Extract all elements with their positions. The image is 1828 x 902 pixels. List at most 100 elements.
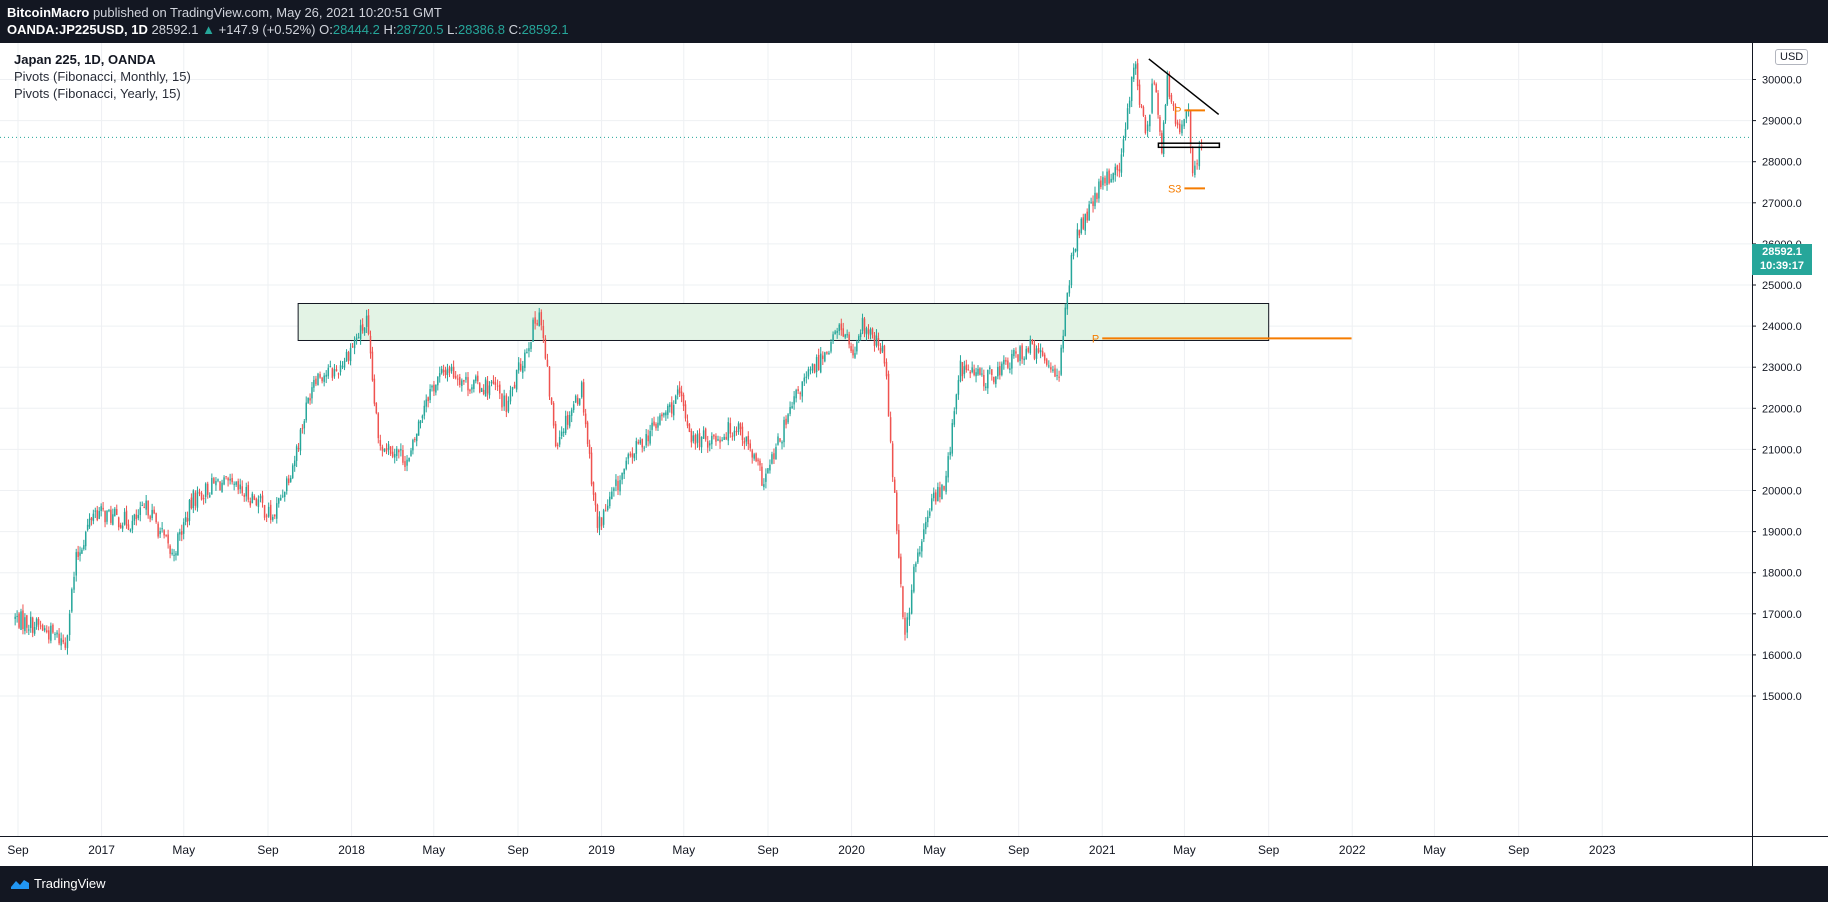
legend-title[interactable]: Japan 225, 1D, OANDA	[14, 52, 156, 67]
candle-body	[532, 319, 534, 342]
candle-body	[353, 340, 356, 349]
candle-body	[104, 510, 106, 523]
candle-body	[231, 477, 233, 483]
candle-body	[686, 420, 689, 426]
candle-body	[278, 498, 280, 504]
candle-body	[486, 380, 489, 394]
candle-body	[993, 376, 995, 383]
candle-body	[1106, 171, 1108, 186]
candle-body	[667, 405, 669, 415]
candle-body	[1183, 119, 1185, 127]
candle-body	[815, 357, 818, 373]
candle-body	[237, 481, 239, 490]
candle-body	[1114, 166, 1117, 176]
candle-body	[153, 509, 155, 514]
header-bar: BitcoinMacro published on TradingView.co…	[0, 0, 1828, 43]
footer-brand[interactable]: TradingView	[34, 876, 106, 891]
candle-body	[147, 500, 149, 516]
candle-body	[842, 328, 844, 337]
candle-body	[283, 491, 286, 497]
candle-body	[1066, 292, 1069, 310]
candle-body	[602, 510, 605, 525]
candle-body	[484, 379, 487, 397]
candle-body	[198, 491, 201, 494]
candle-body	[365, 315, 368, 327]
candle-body	[1144, 117, 1147, 134]
candle-body	[269, 504, 272, 520]
candle-body	[981, 373, 983, 375]
candle-body	[641, 438, 643, 448]
candle-body	[280, 497, 282, 501]
candle-body	[1176, 122, 1179, 126]
candle-body	[81, 549, 83, 554]
candle-body	[1168, 73, 1171, 97]
candle-body	[657, 422, 659, 428]
candle-body	[741, 426, 744, 441]
candle-body	[190, 497, 193, 509]
candle-body	[900, 556, 902, 585]
pivot-label-s3: S3	[1168, 183, 1181, 195]
candle-body	[704, 428, 707, 440]
candle-body	[86, 524, 89, 530]
candle-body	[975, 372, 977, 377]
currency-badge[interactable]: USD	[1775, 49, 1809, 65]
candle-body	[1048, 365, 1050, 367]
candle-body	[46, 630, 48, 633]
symbol-label: OANDA:JP225USD, 1D	[7, 22, 148, 37]
candle-body	[18, 613, 20, 628]
candle-body	[414, 438, 416, 440]
legend-indicator-monthly[interactable]: Pivots (Fibonacci, Monthly, 15)	[14, 69, 191, 84]
candle-body	[1007, 360, 1009, 368]
candle-body	[883, 345, 886, 364]
candle-body	[834, 331, 836, 335]
candle-body	[858, 336, 860, 341]
publisher-name[interactable]: BitcoinMacro	[7, 5, 90, 20]
candle-body	[396, 448, 398, 457]
candle-body	[560, 431, 563, 437]
candle-body	[291, 465, 294, 478]
candle-body	[431, 385, 433, 388]
candle-body	[379, 440, 382, 446]
candle-body	[596, 504, 599, 528]
candle-body	[287, 478, 290, 484]
time-tick-label: 2017	[88, 843, 115, 857]
chart-canvas[interactable]: 15000.0 16000.0 17000.0 18000.0 19000.0 20000…	[0, 43, 1828, 866]
candle-body	[235, 482, 237, 485]
candle-body	[123, 512, 126, 525]
candle-body	[1064, 307, 1067, 337]
candle-body	[92, 513, 95, 522]
candle-body	[1155, 84, 1157, 92]
candle-body	[1023, 358, 1025, 361]
candle-body	[106, 510, 108, 522]
candle-body	[1070, 255, 1073, 286]
candle-body	[574, 395, 577, 403]
candle-body	[446, 368, 449, 376]
candle-body	[617, 480, 619, 491]
candle-body	[893, 479, 896, 493]
candle-body	[929, 511, 931, 516]
legend-indicator-yearly[interactable]: Pivots (Fibonacci, Yearly, 15)	[14, 86, 181, 101]
candle-body	[755, 453, 757, 462]
pivot-label-p: P	[1092, 333, 1099, 345]
candle-body	[515, 369, 518, 390]
candle-body	[1005, 360, 1007, 362]
price-tick-label: 31000.0	[1762, 43, 1802, 45]
candle-body	[433, 384, 435, 392]
candle-body	[100, 506, 102, 512]
candle-body	[58, 633, 60, 644]
candle-body	[745, 436, 748, 442]
candle-body	[830, 341, 832, 352]
candle-body	[247, 485, 250, 500]
candle-body	[1050, 367, 1052, 370]
chart-area[interactable]: 15000.0 16000.0 17000.0 18000.0 19000.0 20000…	[0, 43, 1828, 866]
candle-body	[951, 423, 953, 454]
candle-body	[84, 531, 87, 547]
candle-body	[423, 405, 426, 416]
candle-body	[285, 478, 288, 492]
published-text: published on TradingView.com, May 26, 20…	[89, 5, 442, 20]
price-tick-label: 15000.0	[1762, 691, 1802, 703]
candle-body	[141, 505, 143, 507]
candle-body	[1086, 211, 1088, 221]
candle-body	[367, 315, 370, 335]
up-arrow-icon: ▲	[202, 22, 215, 37]
